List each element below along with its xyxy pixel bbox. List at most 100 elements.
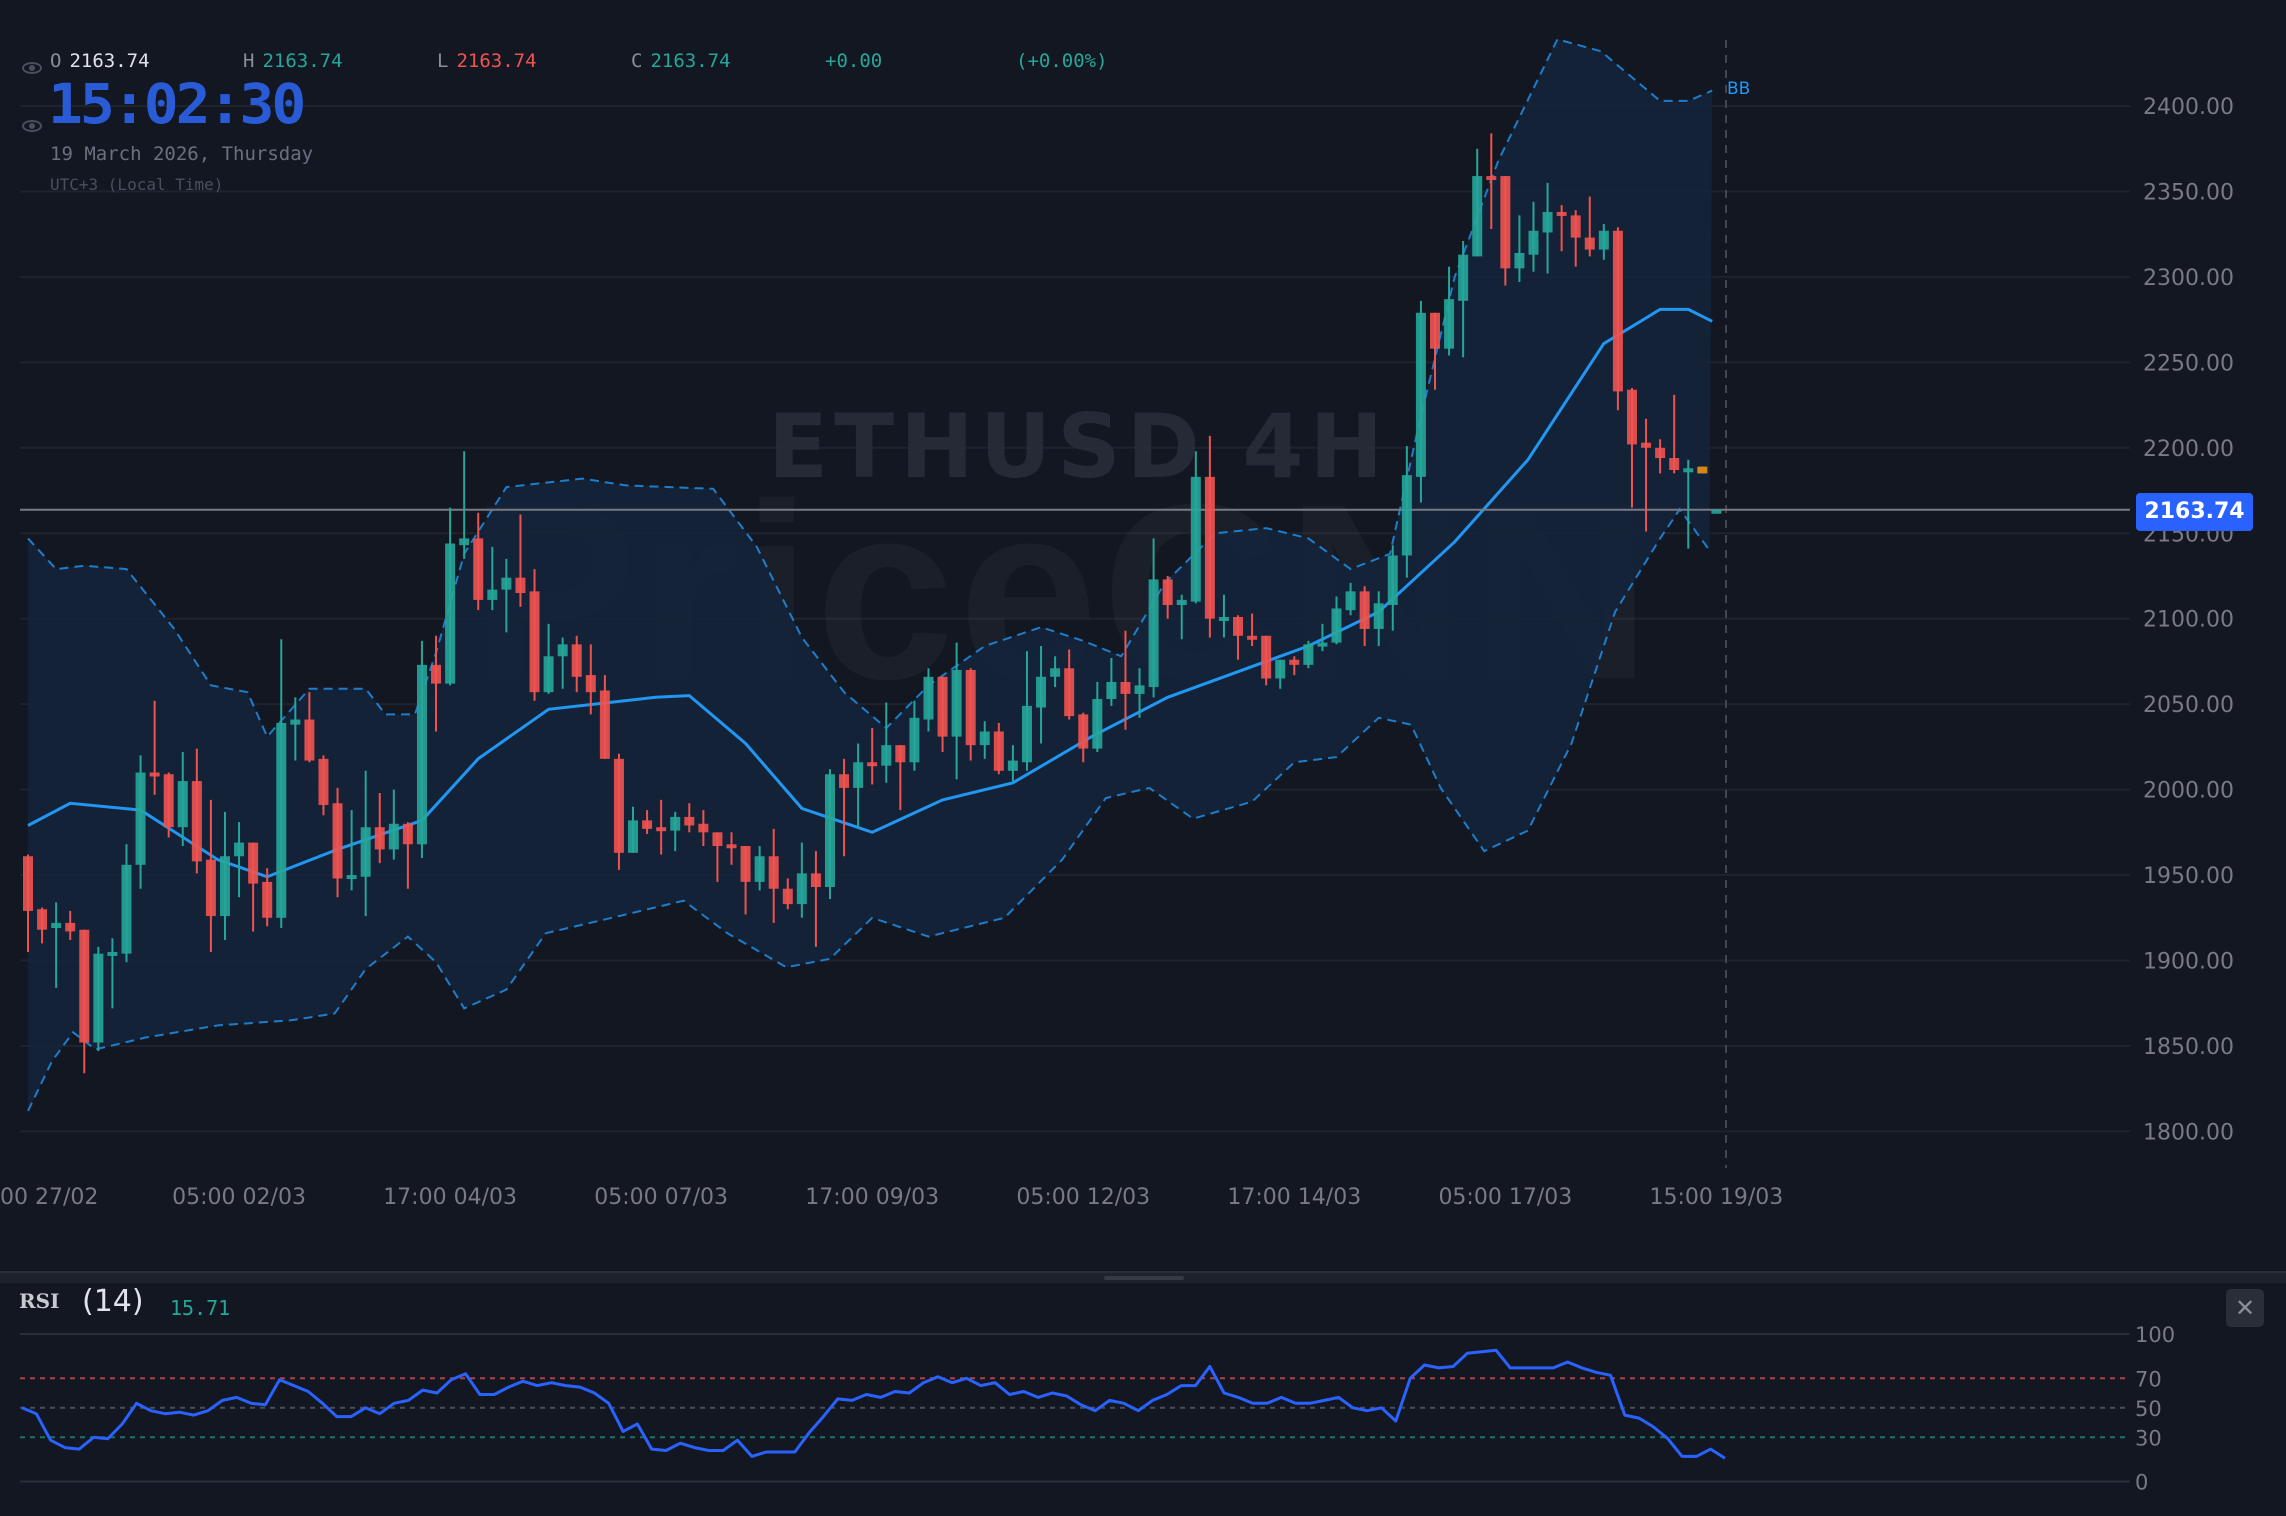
candle-body — [1542, 211, 1553, 233]
candle — [1584, 196, 1595, 257]
rsi-tick-label: 70 — [2135, 1367, 2162, 1391]
candle — [839, 758, 850, 857]
candle — [796, 842, 807, 918]
candle — [79, 929, 90, 1074]
candle — [1570, 210, 1581, 267]
candle — [501, 558, 512, 633]
candle-body — [585, 675, 596, 693]
candle — [515, 514, 526, 607]
candle-body — [304, 719, 315, 761]
candle-body — [473, 538, 484, 600]
time-axis[interactable]: 00 27/02 05:00 02/03 17:00 04/03 05:00 07/0… — [0, 1185, 1783, 1210]
candle-body — [1669, 458, 1680, 471]
eye-icon[interactable] — [22, 120, 42, 132]
candle — [1331, 596, 1342, 645]
date-label: 19 March 2026, Thursday — [50, 143, 314, 165]
candle-body — [613, 758, 624, 853]
price-chart[interactable]: PriceCNN ETHUSD 4H 2400.00 2350.00 2300.00… — [0, 0, 2286, 1271]
candle-body — [951, 669, 962, 737]
candle-body — [1500, 176, 1511, 269]
candle-body — [1556, 211, 1567, 216]
timezone-label: UTC+3 (Local Time) — [50, 175, 224, 194]
candle-body — [1444, 299, 1455, 349]
candle-body — [867, 762, 878, 767]
price-axis[interactable]: 2400.002350.002300.002250.002200.002150.… — [2143, 95, 2234, 1145]
candle-body — [740, 845, 751, 882]
candle — [951, 642, 962, 780]
candle — [1472, 148, 1483, 257]
candle — [1430, 312, 1440, 390]
candle — [782, 878, 793, 910]
candle — [431, 635, 442, 732]
candle — [923, 668, 934, 732]
candle-body — [1612, 230, 1623, 392]
ohlc-high: H 2163.74 — [243, 50, 343, 72]
rsi-line — [21, 1348, 1726, 1460]
candle-body — [1655, 447, 1666, 459]
candle-body — [431, 664, 442, 684]
candle-body — [501, 577, 512, 590]
pane-resize-handle[interactable] — [1104, 1276, 1184, 1280]
price-tick-label: 2300.00 — [2143, 266, 2234, 291]
candle — [740, 845, 751, 915]
low-value: 2163.74 — [456, 50, 537, 72]
candle-body — [1247, 635, 1258, 640]
candle-body — [599, 690, 610, 759]
candle-body — [571, 644, 582, 677]
price-tick-label: 2350.00 — [2143, 180, 2234, 205]
candle-body — [1387, 555, 1398, 606]
bb-middle-band — [27, 307, 1713, 879]
candle — [290, 697, 301, 761]
rsi-chart[interactable]: 100 70 50 30 0 — [0, 1283, 2286, 1516]
candle-body — [543, 656, 554, 693]
candle-body — [1711, 509, 1722, 514]
eye-icon[interactable] — [22, 62, 42, 74]
candle-body — [93, 953, 104, 1043]
candle — [557, 637, 568, 689]
candle-body — [1317, 642, 1328, 647]
candle-body — [191, 781, 202, 862]
candle — [1204, 435, 1215, 638]
candle-body — [1359, 591, 1370, 629]
candle-body — [360, 827, 371, 877]
candle — [1261, 635, 1272, 686]
candle — [37, 907, 48, 944]
candle — [191, 748, 202, 874]
candle — [1626, 387, 1637, 508]
close-icon[interactable]: ✕ — [2226, 1289, 2264, 1327]
candle — [65, 910, 76, 940]
candle — [234, 822, 245, 898]
candle-body — [1218, 616, 1229, 621]
low-key: L — [437, 50, 449, 72]
candle — [1176, 594, 1187, 640]
candle — [881, 702, 892, 783]
candle — [177, 752, 188, 846]
candle — [1458, 241, 1469, 358]
candle-body — [234, 842, 245, 857]
candle — [205, 799, 216, 952]
candle-body — [416, 664, 427, 845]
candle — [388, 789, 399, 860]
time-tick-label: 05:00 12/03 — [1016, 1185, 1150, 1210]
candle — [1218, 594, 1229, 638]
candle-body — [993, 731, 1004, 771]
candle — [374, 793, 385, 864]
candle-body — [1106, 681, 1117, 700]
candle-body — [1176, 599, 1187, 606]
candle-body — [1458, 254, 1469, 301]
candle-body — [1092, 699, 1103, 749]
price-tick-label: 2050.00 — [2143, 693, 2234, 718]
candle — [754, 845, 765, 891]
rsi-period: (14) — [82, 1284, 144, 1319]
bb-indicator-label[interactable]: BB — [1727, 79, 1751, 99]
candle-body — [726, 844, 737, 849]
bb-fill — [28, 39, 1713, 1111]
candle-body — [1641, 442, 1652, 448]
candle-body — [1078, 714, 1089, 749]
candle — [1134, 668, 1145, 718]
candle — [965, 668, 976, 761]
candle-body — [1021, 705, 1032, 763]
candle — [684, 803, 695, 833]
candle-body — [163, 774, 174, 828]
candle — [979, 721, 990, 759]
